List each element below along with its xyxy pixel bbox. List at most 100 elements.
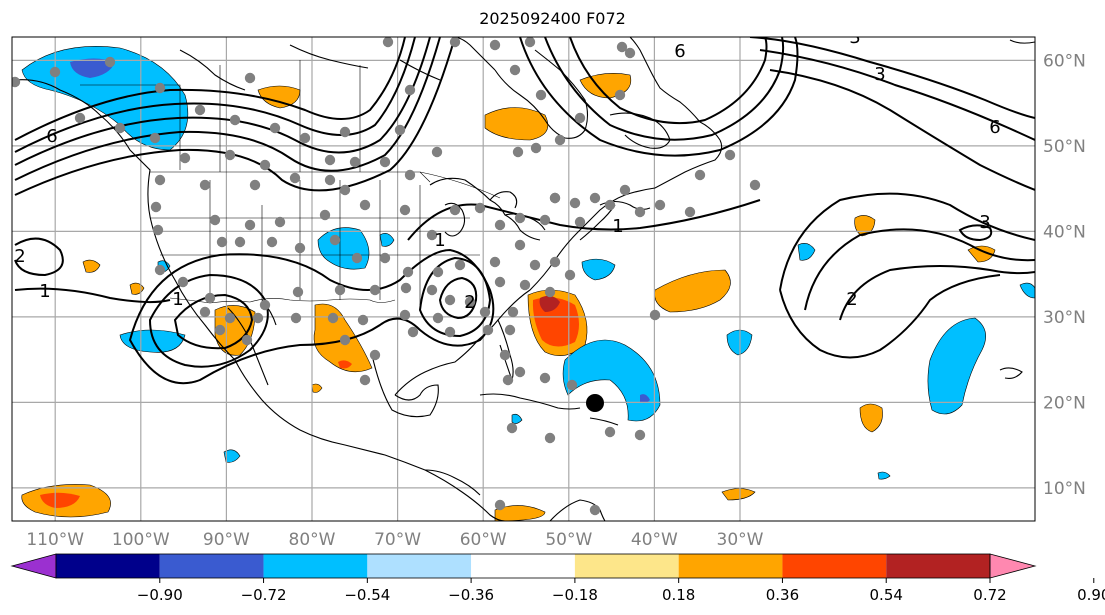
station-dot bbox=[554, 134, 566, 146]
station-dot bbox=[199, 179, 211, 191]
station-dot bbox=[150, 201, 162, 213]
station-dot bbox=[294, 242, 306, 254]
station-dot bbox=[589, 192, 601, 204]
station-dot bbox=[634, 429, 646, 441]
colorbar-extend-low bbox=[10, 553, 57, 579]
colorbar-bin bbox=[678, 554, 783, 578]
station-dot bbox=[149, 132, 161, 144]
station-dot bbox=[479, 306, 491, 318]
station-dot bbox=[199, 306, 211, 318]
station-dot bbox=[489, 39, 501, 51]
station-dot bbox=[684, 206, 696, 218]
station-dot bbox=[152, 224, 164, 236]
station-dot bbox=[249, 179, 261, 191]
lat-label: 20°N bbox=[1043, 393, 1086, 413]
station-dot bbox=[351, 252, 363, 264]
colorbar-extend-high bbox=[989, 553, 1037, 579]
colorbar-tick-label: 0.72 bbox=[973, 586, 1006, 604]
colorbar-tick-label: −0.36 bbox=[448, 586, 494, 604]
colorbar-bin bbox=[782, 554, 887, 578]
station-dot bbox=[589, 504, 601, 516]
station-dot bbox=[614, 89, 626, 101]
contour-label: 2 bbox=[464, 292, 475, 313]
colorbar-frame bbox=[55, 553, 991, 579]
station-dot bbox=[619, 184, 631, 196]
station-dot bbox=[269, 122, 281, 134]
station-dot bbox=[604, 426, 616, 438]
station-dot bbox=[339, 126, 351, 138]
station-dot bbox=[535, 89, 547, 101]
station-dot bbox=[474, 202, 486, 214]
station-dot bbox=[724, 149, 736, 161]
station-dot bbox=[274, 216, 286, 228]
station-dot bbox=[224, 312, 236, 324]
station-dot bbox=[514, 366, 526, 378]
station-dot bbox=[319, 209, 331, 221]
station-dot bbox=[634, 206, 646, 218]
station-dot bbox=[334, 284, 346, 296]
station-dot bbox=[324, 154, 336, 166]
station-dot bbox=[324, 174, 336, 186]
station-dot bbox=[329, 234, 341, 246]
lat-label: 50°N bbox=[1043, 137, 1086, 157]
contour-label: 2 bbox=[14, 246, 25, 267]
station-dot bbox=[654, 199, 666, 211]
station-dot bbox=[209, 214, 221, 226]
station-dot bbox=[252, 312, 264, 324]
station-dot bbox=[507, 306, 519, 318]
station-dot bbox=[49, 66, 61, 78]
colorbar-tick-label: −0.54 bbox=[344, 586, 390, 604]
station-dot bbox=[404, 169, 416, 181]
station-dot bbox=[494, 499, 506, 511]
lon-label: 50°W bbox=[545, 530, 592, 550]
station-dot bbox=[519, 279, 531, 291]
station-dot bbox=[399, 204, 411, 216]
station-dot bbox=[379, 156, 391, 168]
station-dot bbox=[489, 256, 501, 268]
colorbar-tick-label: −0.90 bbox=[137, 586, 183, 604]
station-dot bbox=[506, 422, 518, 434]
station-dot bbox=[502, 374, 514, 386]
station-dot bbox=[357, 314, 369, 326]
contour-label: 3 bbox=[979, 212, 990, 233]
station-dot bbox=[369, 284, 381, 296]
station-dot bbox=[289, 172, 301, 184]
station-dot bbox=[494, 219, 506, 231]
station-dot bbox=[194, 104, 206, 116]
contour-label: 6 bbox=[674, 41, 685, 62]
station-dot bbox=[529, 259, 541, 271]
station-dot bbox=[259, 159, 271, 171]
station-dot bbox=[544, 286, 556, 298]
latitude-labels: 60°N 50°N 40°N 30°N 20°N 10°N bbox=[1043, 51, 1086, 499]
station-dot bbox=[499, 349, 511, 361]
colorbar-tick-label: 0.90 bbox=[1077, 586, 1105, 604]
lat-label: 40°N bbox=[1043, 222, 1086, 242]
contour-label: 2 bbox=[846, 289, 857, 310]
contour-label: 1 bbox=[172, 289, 183, 310]
station-dot bbox=[339, 334, 351, 346]
station-dot bbox=[544, 432, 556, 444]
station-dot bbox=[549, 192, 561, 204]
station-dot bbox=[407, 326, 419, 338]
station-dot bbox=[12, 76, 21, 88]
station-dot bbox=[539, 214, 551, 226]
station-dot bbox=[299, 132, 311, 144]
station-dot bbox=[234, 236, 246, 248]
lon-label: 80°W bbox=[289, 530, 336, 550]
station-dot bbox=[530, 142, 542, 154]
colorbar-bin bbox=[886, 554, 990, 578]
station-dot bbox=[114, 122, 126, 134]
colorbar-bin bbox=[367, 554, 472, 578]
storm-center-marker bbox=[586, 394, 604, 412]
station-dot bbox=[204, 292, 216, 304]
station-dot bbox=[649, 309, 661, 321]
station-dot bbox=[616, 41, 628, 53]
figure-title: 2025092400 F072 bbox=[479, 9, 626, 28]
station-dot bbox=[400, 282, 412, 294]
map-frame bbox=[11, 36, 1036, 522]
contour-label: 3 bbox=[849, 27, 860, 48]
colorbar-bin bbox=[56, 554, 160, 578]
station-dot bbox=[574, 216, 586, 228]
lat-label: 10°N bbox=[1043, 479, 1086, 499]
